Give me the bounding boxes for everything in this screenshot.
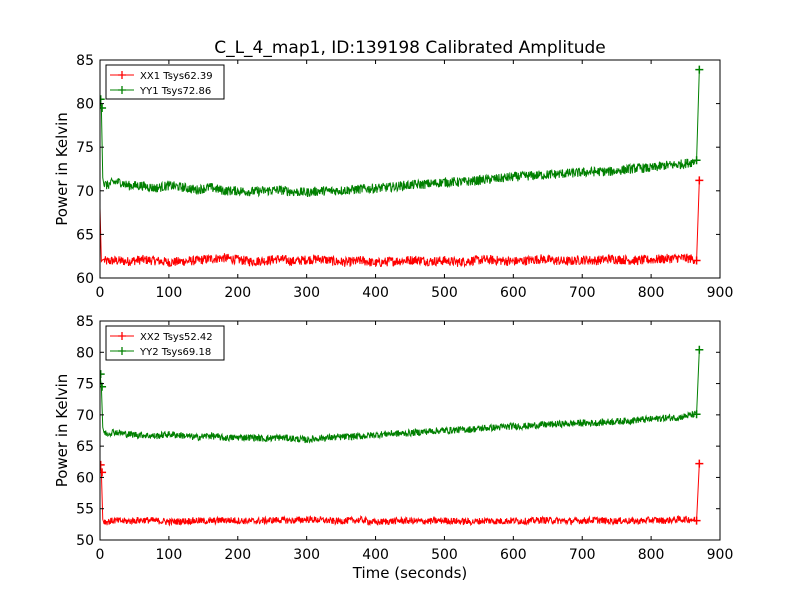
series-marker [692, 410, 701, 419]
x-tick-label: 700 [569, 547, 596, 563]
x-tick-label: 0 [96, 285, 105, 301]
plot-area [100, 345, 704, 527]
legend: XX1 Tsys62.39 YY1 Tsys72.86 [105, 64, 225, 100]
plot-panel-top: 0 100 200 300 400 500 600 700 800 900 60 65 70 75 80 85… [53, 53, 733, 301]
x-tick-label: 300 [293, 285, 320, 301]
x-tick-label: 800 [638, 547, 665, 563]
series-marker [100, 468, 107, 477]
x-tick-label: 900 [707, 547, 734, 563]
series-marker [692, 256, 701, 265]
legend: XX2 Tsys52.42 YY2 Tsys69.18 [105, 325, 225, 361]
series-marker [695, 65, 704, 74]
legend-box [105, 325, 225, 361]
legend-label: XX2 Tsys52.42 [140, 332, 213, 343]
legend-label: XX1 Tsys62.39 [140, 71, 213, 82]
legend-marker [118, 86, 126, 94]
x-tick-label: 600 [500, 547, 527, 563]
plot-area [100, 65, 704, 268]
y-axis-label: Power in Kelvin [53, 374, 71, 488]
x-tick-label: 500 [431, 547, 458, 563]
legend-label: YY1 Tsys72.86 [139, 86, 211, 97]
legend-marker [118, 71, 126, 79]
series-line-1 [100, 463, 700, 527]
legend-label: YY2 Tsys69.18 [139, 347, 211, 358]
x-tick-label: 400 [362, 285, 389, 301]
y-tick-label: 55 [76, 502, 94, 518]
x-tick-label: 0 [96, 547, 105, 563]
series-marker [100, 95, 105, 104]
chart-title: C_L_4_map1, ID:139198 Calibrated Amplitu… [214, 38, 606, 58]
x-tick-label: 200 [224, 285, 251, 301]
series-marker [695, 459, 704, 468]
series-marker [692, 156, 701, 165]
y-tick-label: 75 [76, 377, 94, 393]
x-tick-label: 900 [707, 285, 734, 301]
y-tick-label: 70 [76, 408, 94, 424]
axes-frame [99, 59, 721, 279]
legend-marker [118, 332, 126, 340]
plot-panel-bottom: 0 100 200 300 400 500 600 700 800 900 50 55 60 65 70 75… [53, 314, 733, 582]
series-marker [692, 516, 701, 525]
series-marker [100, 460, 105, 469]
y-tick-label: 75 [76, 140, 94, 156]
y-tick-label: 85 [76, 53, 94, 69]
x-tick-label: 300 [293, 547, 320, 563]
y-tick-label: 50 [76, 533, 94, 549]
y-tick-label: 80 [76, 97, 94, 113]
x-tick-label: 400 [362, 547, 389, 563]
series-line-2 [100, 69, 700, 198]
series-marker [100, 370, 105, 379]
y-tick-label: 65 [76, 227, 94, 243]
y-tick-label: 70 [76, 184, 94, 200]
series-marker [695, 345, 704, 354]
x-axis-label: Time (seconds) [352, 564, 468, 582]
series-marker [695, 176, 704, 185]
x-tick-label: 100 [156, 285, 183, 301]
legend-box [105, 64, 225, 100]
series-line-2 [100, 349, 700, 444]
x-tick-label: 100 [156, 547, 183, 563]
x-tick-label: 600 [500, 285, 527, 301]
x-tick-label: 700 [569, 285, 596, 301]
series-line-1 [100, 180, 700, 268]
y-axis-label: Power in Kelvin [53, 112, 71, 226]
y-tick-label: 60 [76, 470, 94, 486]
y-tick-label: 65 [76, 439, 94, 455]
series-marker [100, 103, 107, 112]
y-tick-label: 85 [76, 314, 94, 330]
axes-frame [99, 320, 721, 541]
y-tick-label: 80 [76, 345, 94, 361]
x-tick-label: 800 [638, 285, 665, 301]
x-tick-label: 200 [224, 547, 251, 563]
legend-marker [118, 347, 126, 355]
x-tick-label: 500 [431, 285, 458, 301]
y-tick-label: 60 [76, 271, 94, 287]
